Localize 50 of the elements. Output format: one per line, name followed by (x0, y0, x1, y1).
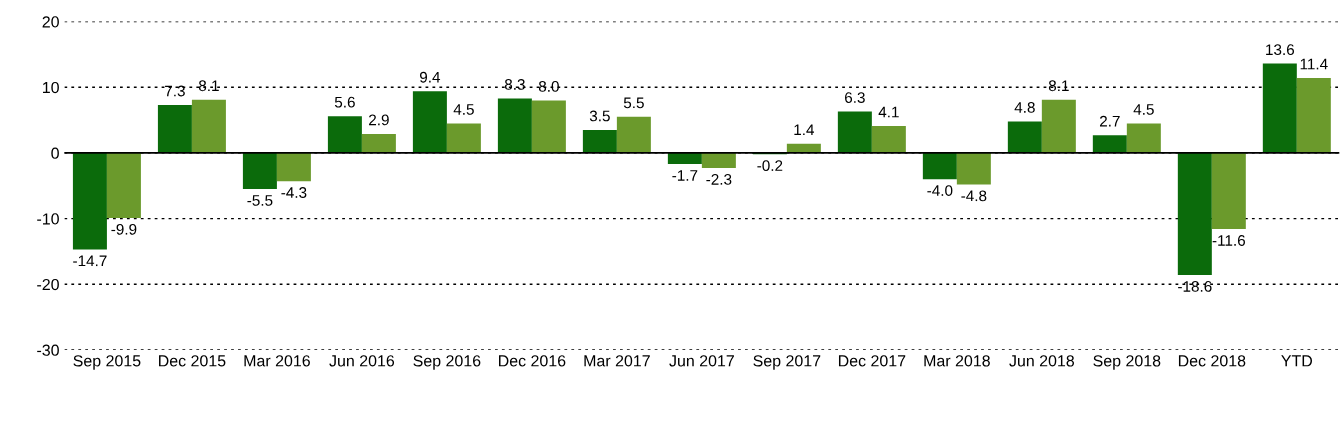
data-label: 5.5 (623, 97, 644, 109)
data-label: 3.5 (589, 110, 610, 122)
data-label: 2.9 (369, 114, 389, 126)
y-tick-label: 20 (42, 16, 59, 28)
x-tick-label: Sep 2018 (1093, 355, 1161, 370)
y-tick-label: -30 (37, 344, 59, 356)
data-label: 9.4 (419, 71, 441, 83)
data-label: -2.3 (706, 173, 732, 185)
x-tick-label: Sep 2017 (753, 355, 821, 370)
data-label: 1.4 (794, 124, 815, 136)
data-label: -9.9 (111, 223, 137, 235)
data-label: -4.3 (281, 187, 307, 198)
x-tick-label: Mar 2018 (924, 355, 990, 367)
data-label: 4.5 (453, 104, 474, 115)
x-tick-label: YTD (1281, 355, 1313, 367)
data-label: 4.1 (878, 106, 899, 118)
data-label: 8.3 (504, 79, 525, 90)
data-label: -14.7 (73, 255, 107, 267)
data-label: -11.6 (1212, 235, 1245, 246)
x-tick-label: Dec 2016 (499, 355, 566, 367)
data-label: 5.6 (334, 96, 355, 108)
data-label: -18.6 (1178, 281, 1212, 292)
data-label: 2.7 (1099, 115, 1120, 127)
x-tick-label: Dec 2015 (159, 355, 226, 367)
y-tick-label: -20 (37, 278, 59, 291)
data-label: 7.3 (165, 85, 185, 97)
x-tick-label: Jun 2018 (1009, 355, 1075, 367)
data-label: 8.1 (1048, 80, 1069, 92)
data-label: 4.5 (1133, 104, 1154, 115)
x-tick-label: Dec 2017 (838, 355, 906, 367)
x-tick-label: Jun 2017 (669, 355, 734, 367)
y-tick-label: -10 (37, 213, 59, 225)
data-label: 11.4 (1300, 58, 1328, 70)
data-label: -0.2 (757, 160, 783, 172)
data-label: 4.8 (1014, 102, 1035, 113)
data-label: -4.0 (927, 185, 953, 196)
data-label: -1.7 (672, 170, 698, 181)
y-tick-label: 0 (51, 147, 59, 159)
data-label: -4.8 (961, 190, 987, 202)
x-tick-label: Dec 2018 (1178, 355, 1246, 367)
data-label: 8.1 (198, 80, 219, 92)
data-label: 6.3 (845, 92, 865, 103)
x-tick-label: Sep 2016 (413, 355, 481, 370)
x-tick-label: Sep 2015 (73, 355, 141, 370)
x-tick-label: Mar 2016 (244, 355, 310, 367)
y-tick-label: 10 (43, 81, 59, 94)
x-tick-label: Mar 2017 (584, 355, 650, 367)
data-label: -5.5 (247, 195, 273, 206)
x-tick-label: Jun 2016 (329, 355, 395, 367)
data-label: 13.6 (1266, 44, 1295, 56)
